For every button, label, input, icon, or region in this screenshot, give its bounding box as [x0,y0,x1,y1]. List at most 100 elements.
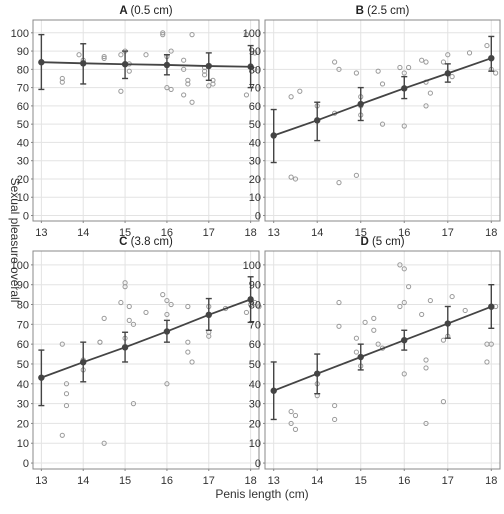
data-point [243,32,250,38]
data-point [362,319,368,325]
x-tick-label: 17 [203,227,215,239]
x-tick-label: 15 [355,475,367,487]
data-point [181,92,187,98]
fit-marker [444,320,451,327]
fit-marker [205,62,212,70]
data-point [189,32,195,38]
y-tick-label: 20 [249,174,261,186]
y-tick-label: 60 [17,339,29,351]
data-point [168,48,174,54]
y-tick-label: 10 [249,192,261,204]
data-point [353,335,359,341]
panel-title: A (0.5 cm) [119,5,172,17]
y-tick-label: 0 [23,211,29,223]
y-tick-label: 0 [255,458,261,470]
data-point [484,42,490,49]
fit-marker [163,328,171,335]
data-point [160,30,166,36]
fit-marker [80,60,87,67]
x-tick-label: 16 [161,227,173,239]
data-point [101,440,107,446]
data-point [185,349,191,355]
fit-marker [444,70,451,77]
x-tick-label: 14 [77,227,89,239]
data-point [493,70,499,76]
data-point [419,57,425,63]
y-tick-label: 80 [249,64,261,76]
data-point [252,50,258,56]
y-tick-label: 60 [249,339,261,351]
data-point [466,50,473,56]
data-point [375,68,381,74]
data-point [118,299,124,306]
data-point [160,292,166,298]
y-tick-label: 40 [249,379,261,391]
x-tick-label: 14 [311,475,323,487]
data-point [118,52,124,58]
data-point [397,262,403,268]
data-point [130,321,137,327]
x-tick-label: 14 [77,475,89,487]
fit-marker [488,303,495,310]
data-point [185,77,191,83]
x-tick-label: 13 [268,227,280,239]
fit-marker [121,344,129,351]
data-point [371,315,377,321]
y-tick-label: 70 [17,83,29,95]
panel-frame [32,19,260,222]
fit-marker [357,353,364,361]
panel-subtitle: (0.5 cm) [130,5,172,17]
y-tick-label: 0 [23,458,29,470]
x-tick-label: 14 [311,227,323,239]
data-point [59,75,65,82]
x-tick-label: 16 [398,227,410,239]
panel-subtitle: (3.8 cm) [131,236,173,248]
data-point [423,103,429,109]
x-tick-label: 13 [35,475,47,487]
panel-frame [264,19,501,222]
x-tick-label: 15 [119,475,131,487]
y-tick-label: 100 [11,260,29,272]
data-point [440,399,447,405]
data-point [59,432,65,438]
data-point [288,408,294,415]
y-tick-label: 70 [17,319,29,331]
fit-marker [38,374,45,381]
y-tick-label: 70 [249,83,261,95]
panel-frame [32,250,260,470]
x-tick-label: 13 [35,227,47,239]
data-point [206,83,212,89]
data-point [332,416,338,423]
panel-letter: D [360,236,372,248]
y-tick-label: 40 [17,379,29,391]
y-tick-label: 90 [17,280,29,292]
data-point [288,420,294,427]
data-point [353,349,359,355]
data-point [185,81,191,87]
fit-marker [488,54,495,62]
data-point [210,81,216,87]
x-tick-label: 18 [485,475,497,487]
x-tick-label: 16 [398,475,410,487]
data-point [59,79,65,85]
data-point [201,68,208,74]
data-point [168,86,174,93]
y-tick-label: 10 [17,192,29,204]
x-tick-label: 16 [161,475,173,487]
fit-marker [38,59,45,66]
y-axis-label: Sexual pleasure overall [8,178,22,303]
fit-marker [314,117,321,124]
panel-b: 0 10 20 30 40 50 60 70 80 90 100 13 14 15 16 17 18 B (2.5… [243,5,501,239]
data-point [332,59,338,65]
panel-letter: C [119,236,131,248]
data-point [189,99,195,105]
x-tick-label: 17 [442,227,454,239]
data-point [379,81,386,87]
data-point [427,90,433,96]
y-tick-label: 90 [249,280,261,292]
data-point [164,297,170,304]
fit-marker [401,85,408,92]
data-point [397,64,403,71]
fit-line [273,57,492,137]
